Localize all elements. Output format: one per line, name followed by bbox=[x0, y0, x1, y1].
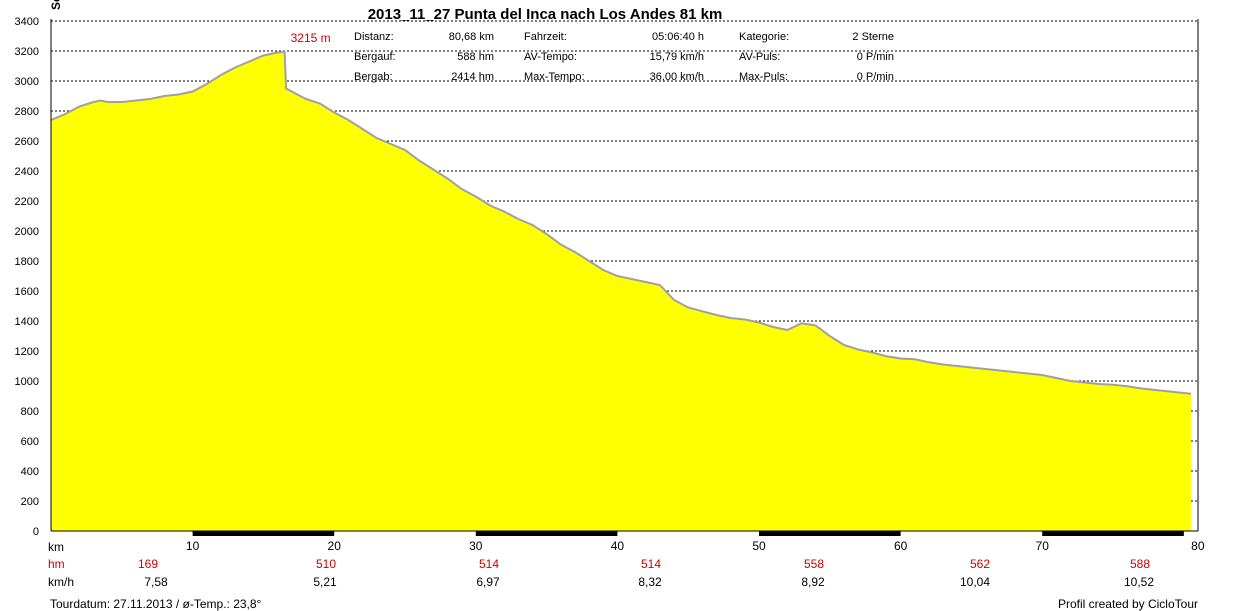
x-tick-label: 40 bbox=[611, 539, 625, 553]
y-tick-label: 600 bbox=[21, 436, 39, 448]
kategorie-value: 2 Sterne bbox=[852, 31, 894, 43]
avpuls-label: AV-Puls: bbox=[739, 51, 781, 63]
bergab-label: Bergab: bbox=[354, 71, 393, 83]
avpuls-value: 0 P/min bbox=[856, 51, 894, 63]
tour-date-temp: Tourdatum: 27.11.2013 / ø-Temp.: 23,8° bbox=[50, 597, 262, 611]
y-tick-label: 3400 bbox=[15, 16, 39, 28]
x-tick-label: 30 bbox=[469, 539, 483, 553]
y-tick-labels: 0 200 400 600 800 1000 1200 1400 1600 1800 2000 220… bbox=[15, 16, 39, 538]
hm-value: 514 bbox=[640, 557, 662, 571]
credit-text: Profil created by CicloTour bbox=[1057, 597, 1198, 611]
y-tick-label: 1400 bbox=[15, 316, 39, 328]
maxpuls-label: Max-Puls: bbox=[739, 71, 788, 83]
km-row-label: km bbox=[48, 540, 64, 554]
y-axis-label: Se bbox=[49, 0, 63, 10]
hm-value: 510 bbox=[315, 557, 337, 571]
bergab-value: 2414 hm bbox=[451, 71, 494, 83]
elevation-chart: 0 200 400 600 800 1000 1200 1400 1600 1800 2000 220… bbox=[15, 0, 1205, 553]
hm-value: 562 bbox=[969, 557, 991, 571]
y-tick-label: 1200 bbox=[15, 346, 39, 358]
y-tick-label: 400 bbox=[21, 466, 39, 478]
y-tick-label: 3200 bbox=[15, 46, 39, 58]
maxtempo-label: Max-Tempo: bbox=[524, 71, 585, 83]
hm-value: 169 bbox=[137, 557, 159, 571]
x-tick-label: 60 bbox=[894, 539, 908, 553]
hm-row-label: hm bbox=[48, 557, 65, 571]
bergauf-value: 588 hm bbox=[457, 51, 494, 63]
fahrzeit-label: Fahrzeit: bbox=[524, 31, 567, 43]
hm-value: 558 bbox=[803, 557, 825, 571]
distanz-label: Distanz: bbox=[354, 31, 394, 43]
y-tick-label: 2400 bbox=[15, 166, 39, 178]
y-tick-label: 2200 bbox=[15, 196, 39, 208]
y-tick-label: 1600 bbox=[15, 286, 39, 298]
elevation-area bbox=[51, 51, 1191, 532]
y-tick-label: 1000 bbox=[15, 376, 39, 388]
kmh-value: 10,04 bbox=[959, 575, 991, 589]
elevation-line bbox=[50, 50, 1192, 395]
x-tick-label: 20 bbox=[328, 539, 342, 553]
x-tick-label: 50 bbox=[752, 539, 766, 553]
distanz-value: 80,68 km bbox=[448, 31, 494, 43]
kmh-value: 8,92 bbox=[801, 575, 825, 589]
kmh-value: 7,58 bbox=[144, 575, 168, 589]
x-tick-label: 10 bbox=[186, 539, 200, 553]
maxpuls-value: 0 P/min bbox=[856, 71, 894, 83]
fahrzeit-value: 05:06:40 h bbox=[652, 31, 704, 43]
avtempo-value: 15,79 km/h bbox=[649, 51, 704, 63]
bergauf-label: Bergauf: bbox=[354, 51, 396, 63]
kmh-value: 6,97 bbox=[476, 575, 500, 589]
kmh-value: 10,52 bbox=[1123, 575, 1155, 589]
segment-bar bbox=[759, 531, 901, 536]
kmh-row-label: km/h bbox=[48, 575, 75, 589]
segment-bars bbox=[192, 531, 1184, 536]
kmh-value: 8,32 bbox=[638, 575, 662, 589]
hm-value: 514 bbox=[478, 557, 500, 571]
y-tick-label: 2600 bbox=[15, 136, 39, 148]
y-tick-label: 800 bbox=[21, 406, 39, 418]
y-tick-label: 2000 bbox=[15, 226, 39, 238]
chart-title: 2013_11_27 Punta del Inca nach Los Andes… bbox=[368, 6, 723, 23]
kmh-value: 5,21 bbox=[313, 575, 337, 589]
max-elevation-label: 3215 m bbox=[291, 31, 331, 45]
avtempo-label: AV-Tempo: bbox=[524, 51, 577, 63]
x-tick-label: 70 bbox=[1036, 539, 1050, 553]
y-tick-label: 3000 bbox=[15, 76, 39, 88]
maxtempo-value: 36,00 km/h bbox=[649, 71, 704, 83]
kategorie-label: Kategorie: bbox=[739, 31, 790, 43]
y-tick-label: 200 bbox=[21, 496, 39, 508]
segment-bar bbox=[475, 531, 618, 536]
x-tick-label: 80 bbox=[1191, 539, 1205, 553]
x-tick-labels: 10 20 30 40 50 60 70 80 bbox=[186, 539, 1205, 553]
segment-bar bbox=[1042, 531, 1184, 536]
y-tick-label: 2800 bbox=[15, 106, 39, 118]
segment-bar bbox=[192, 531, 335, 536]
hm-value: 588 bbox=[1129, 557, 1151, 571]
y-tick-label: 1800 bbox=[15, 256, 39, 268]
y-tick-label: 0 bbox=[33, 526, 39, 538]
